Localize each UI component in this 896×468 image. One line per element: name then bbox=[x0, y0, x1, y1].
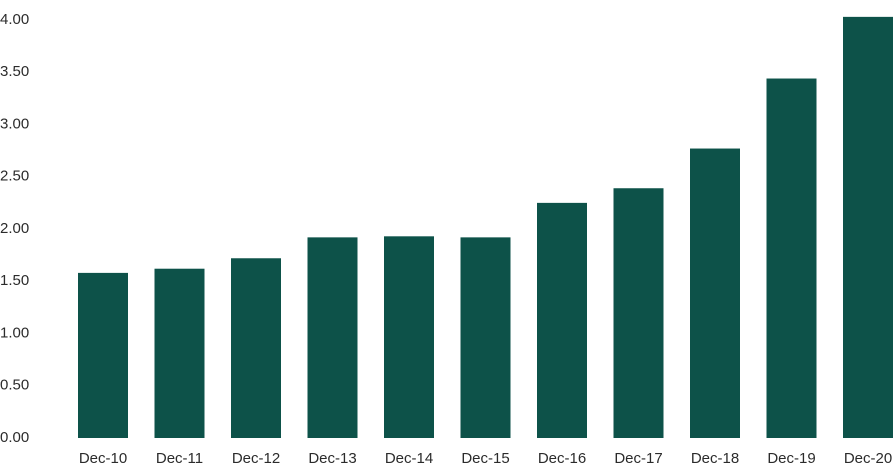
x-tick-label: Dec-17 bbox=[614, 450, 662, 467]
x-tick-label: Dec-10 bbox=[79, 450, 127, 467]
y-tick-label: 0.50 bbox=[0, 377, 29, 394]
bar bbox=[154, 268, 205, 438]
x-tick-label: Dec-12 bbox=[232, 450, 280, 467]
bar bbox=[537, 202, 587, 438]
y-tick-label: 1.00 bbox=[0, 324, 29, 341]
y-tick-label: 3.50 bbox=[0, 63, 29, 80]
x-tick-label: Dec-19 bbox=[767, 450, 815, 467]
bar bbox=[613, 188, 664, 438]
x-tick-label: Dec-15 bbox=[461, 450, 509, 467]
bar bbox=[690, 148, 740, 438]
y-tick-label: 1.50 bbox=[0, 272, 29, 289]
x-tick-label: Dec-18 bbox=[691, 450, 739, 467]
x-tick-label: Dec-11 bbox=[156, 450, 203, 467]
y-tick-label: 3.00 bbox=[0, 115, 29, 132]
bar bbox=[384, 236, 434, 438]
y-tick-label: 0.00 bbox=[0, 429, 29, 446]
x-tick-label: Dec-20 bbox=[844, 450, 892, 467]
bar bbox=[766, 78, 817, 439]
y-tick-label: 2.00 bbox=[0, 220, 29, 237]
x-tick-label: Dec-16 bbox=[538, 450, 586, 467]
x-tick-label: Dec-14 bbox=[385, 450, 433, 467]
bar bbox=[843, 16, 893, 439]
bar bbox=[78, 272, 128, 438]
bar bbox=[231, 258, 281, 438]
x-tick-label: Dec-13 bbox=[308, 450, 356, 467]
y-tick-label: 4.00 bbox=[0, 11, 29, 28]
y-tick-label: 2.50 bbox=[0, 168, 29, 185]
bar bbox=[460, 237, 511, 438]
bar bbox=[307, 237, 358, 438]
